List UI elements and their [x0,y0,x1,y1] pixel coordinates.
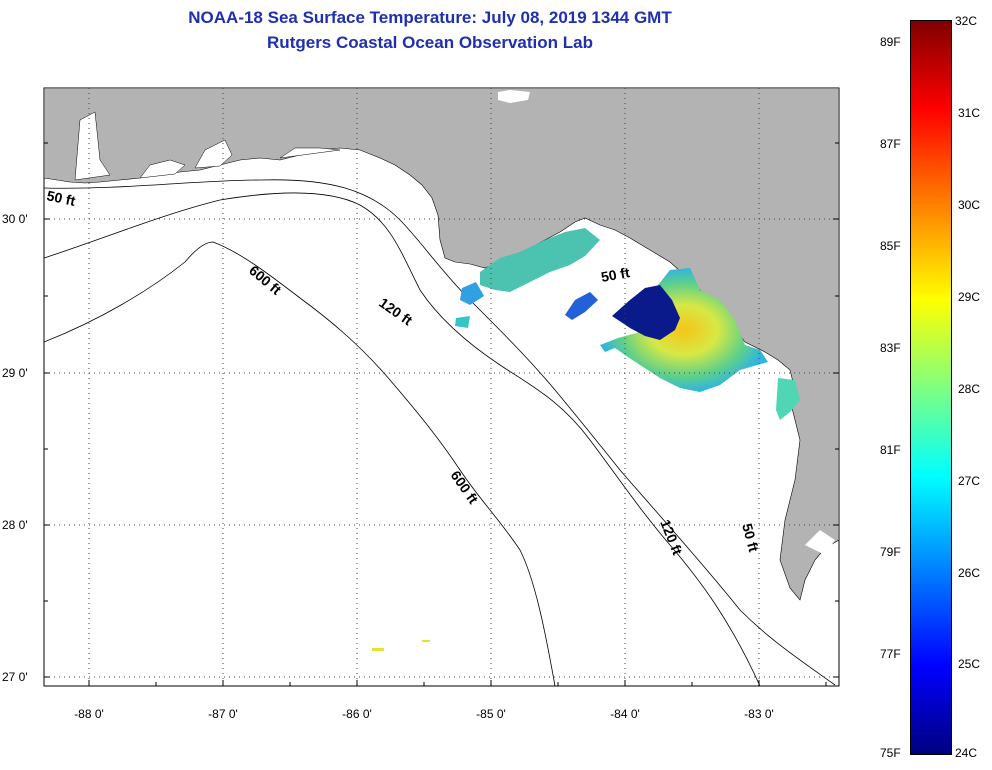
contour-label-50ft-south: 50 ft [739,522,762,554]
colorbar-f-79: 79F [880,545,901,559]
contour-600ft [44,241,556,686]
lon-label-88: -88 0' [74,707,104,721]
colorbar-c-29: 29C [958,290,981,304]
lon-label-84: -84 0' [610,707,640,721]
title-line-2: Rutgers Coastal Ocean Observation Lab [267,33,593,52]
lat-label-30: 30 0' [2,212,28,226]
colorbar-c-31: 31C [958,106,981,120]
contour-label-50ft-bigbend: 50 ft [600,264,631,285]
contour-label-50ft-west: 50 ft [45,187,77,209]
colorbar-c-28: 28C [958,382,981,396]
contour-120ft [44,192,761,686]
colorbar-f-87: 87F [880,137,901,151]
colorbar-f-81: 81F [880,443,901,457]
colorbar-f-89: 89F [880,35,901,49]
sst-patch-offshore [600,268,768,392]
lon-label-83: -83 0' [744,707,774,721]
lat-label-28: 28 0' [2,518,28,532]
frame-ticks [44,142,839,686]
lat-label-29: 29 0' [2,366,28,380]
colorbar-f-85: 85F [880,239,901,253]
lon-label-87: -87 0' [208,707,238,721]
contour-50ft [44,179,836,686]
title-line-1: NOAA-18 Sea Surface Temperature: July 08… [188,8,672,27]
lon-label-85: -85 0' [476,707,506,721]
colorbar-f-83: 83F [880,341,901,355]
colorbar-c-32: 32C [955,14,978,28]
colorbar-c-25: 25C [958,657,981,671]
sst-patch-cold [612,285,680,340]
sst-patch-blue [565,292,598,320]
colorbar-c-24: 24C [955,746,978,760]
lon-label-86: -86 0' [342,707,372,721]
temperature-colorbar [910,20,952,755]
colorbar-f-77: 77F [880,647,901,661]
lat-label-27: 27 0' [2,670,28,684]
colorbar-c-26: 26C [958,566,981,580]
sst-map: 50 ft 600 ft 120 ft 50 ft 600 ft 120 ft … [2,87,840,721]
colorbar-f-75: 75F [880,746,901,760]
sst-patch-coastal [480,228,600,292]
colorbar-c-27: 27C [958,474,981,488]
colorbar-c-30: 30C [958,198,981,212]
